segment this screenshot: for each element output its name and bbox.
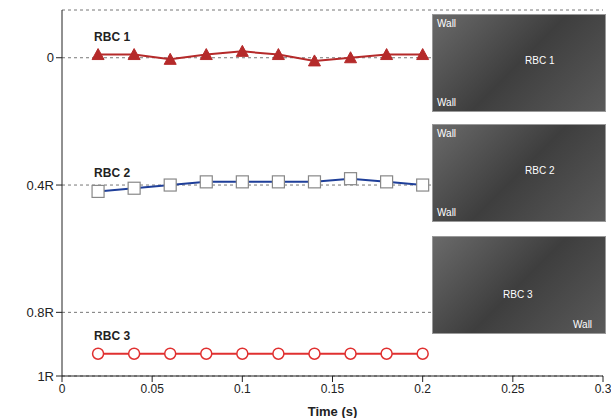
html-text:Wall: Wall <box>573 319 593 330</box>
svg-text:0.4R: 0.4R <box>27 178 54 193</box>
html-text:Wall: Wall <box>437 207 457 218</box>
svg-text:RBC 3: RBC 3 <box>94 329 130 343</box>
svg-text:1R: 1R <box>37 369 54 384</box>
html-text:Wall: Wall <box>437 128 457 139</box>
svg-text:0.2: 0.2 <box>414 382 431 396</box>
svg-text:0.3: 0.3 <box>595 382 603 396</box>
svg-text:0: 0 <box>59 382 66 396</box>
html-text:RBC 1: RBC 1 <box>525 55 555 66</box>
svg-text:RBC 1: RBC 1 <box>94 30 130 44</box>
svg-text:0.15: 0.15 <box>321 382 345 396</box>
svg-text:0.05: 0.05 <box>140 382 164 396</box>
html-text:Wall: Wall <box>437 18 457 29</box>
html-text:RBC 2: RBC 2 <box>525 165 555 176</box>
svg-text:RBC 2: RBC 2 <box>94 166 130 180</box>
html-text:RBC 3: RBC 3 <box>503 289 533 300</box>
svg-text:0: 0 <box>47 50 54 65</box>
svg-text:0.25: 0.25 <box>501 382 525 396</box>
svg-text:0.1: 0.1 <box>234 382 251 396</box>
svg-text:0.8R: 0.8R <box>27 305 54 320</box>
svg-text:Time (s): Time (s) <box>308 404 358 418</box>
html-text:Wall: Wall <box>437 97 457 108</box>
